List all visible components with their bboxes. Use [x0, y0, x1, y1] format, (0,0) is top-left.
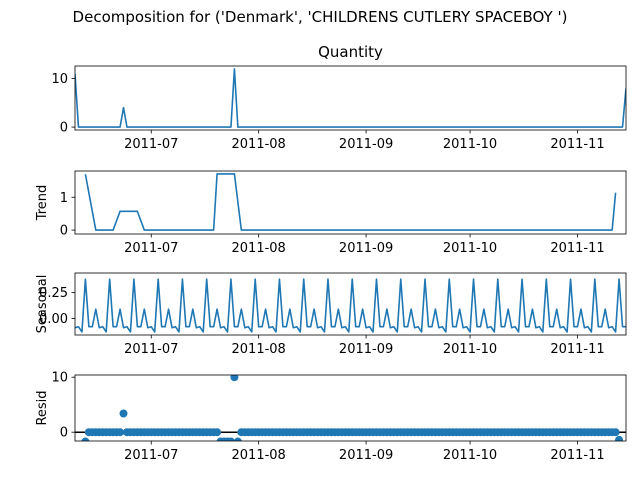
resid-point: [119, 409, 128, 418]
x-tick-label: 2011-09: [339, 241, 393, 256]
series-line: [84, 173, 617, 231]
y-tick-label: 10: [51, 371, 68, 386]
axes-frame: [74, 65, 627, 131]
plot-area: [84, 173, 617, 231]
series-line: [75, 68, 626, 128]
axes-frame: [74, 170, 627, 235]
resid-point: [611, 428, 620, 437]
axes-frame: [74, 374, 627, 442]
seasonal-line: [75, 278, 626, 333]
x-tick-label: 2011-07: [124, 448, 178, 463]
x-tick-label: 2011-07: [124, 342, 178, 357]
y-tick-label: 10: [51, 72, 68, 87]
resid-point: [615, 435, 624, 441]
x-tick-label: 2011-08: [232, 342, 286, 357]
y-tick-label: 0: [60, 426, 68, 441]
x-tick-label: 2011-09: [339, 342, 393, 357]
x-tick-label: 2011-09: [339, 137, 393, 152]
resid-point: [81, 437, 90, 441]
y-axis-label: Resid: [35, 390, 50, 425]
plot-area: [75, 375, 626, 441]
x-tick-label: 2011-11: [550, 342, 604, 357]
figure-title: Decomposition for ('Denmark', 'CHILDRENS…: [73, 8, 568, 26]
x-tick-label: 2011-07: [124, 241, 178, 256]
panel-observed: Quantity 0 10 2011-07 2011-08 2011-09 2011-10 2…: [51, 43, 627, 152]
y-tick-label: 0.00: [39, 312, 68, 327]
panel-trend: Trend 0 1 2011-07 2011-08 2011-09 2011-10 2011-…: [35, 170, 627, 256]
plot-area: [75, 68, 626, 128]
x-tick-label: 2011-09: [339, 448, 393, 463]
resid-point: [230, 375, 239, 382]
resid-point: [233, 437, 242, 441]
y-tick-label: 0: [60, 224, 68, 239]
panel-resid: Resid 0 10 2011-07 2011-08 2011-09 2011-10 2011…: [35, 371, 627, 463]
resid-point: [116, 428, 125, 437]
y-tick-label: 1: [60, 191, 68, 206]
axes-frame: [74, 272, 627, 336]
x-tick-label: 2011-11: [550, 137, 604, 152]
y-axis-label: Trend: [35, 185, 50, 222]
x-tick-label: 2011-07: [124, 137, 178, 152]
plot-area: [75, 278, 626, 333]
resid-point: [213, 428, 222, 437]
y-tick-label: 0: [60, 121, 68, 136]
x-tick-label: 2011-10: [443, 241, 497, 256]
x-tick-label: 2011-11: [550, 241, 604, 256]
panel-title: Quantity: [318, 43, 383, 61]
y-tick-label: 0.25: [39, 286, 68, 301]
x-tick-label: 2011-10: [443, 448, 497, 463]
x-tick-label: 2011-08: [232, 241, 286, 256]
x-tick-label: 2011-08: [232, 448, 286, 463]
x-tick-label: 2011-08: [232, 137, 286, 152]
resid-point: [226, 437, 235, 441]
x-tick-label: 2011-10: [443, 342, 497, 357]
x-tick-label: 2011-11: [550, 448, 604, 463]
x-tick-label: 2011-10: [443, 137, 497, 152]
y-axis-label: Seasonal: [35, 275, 50, 334]
